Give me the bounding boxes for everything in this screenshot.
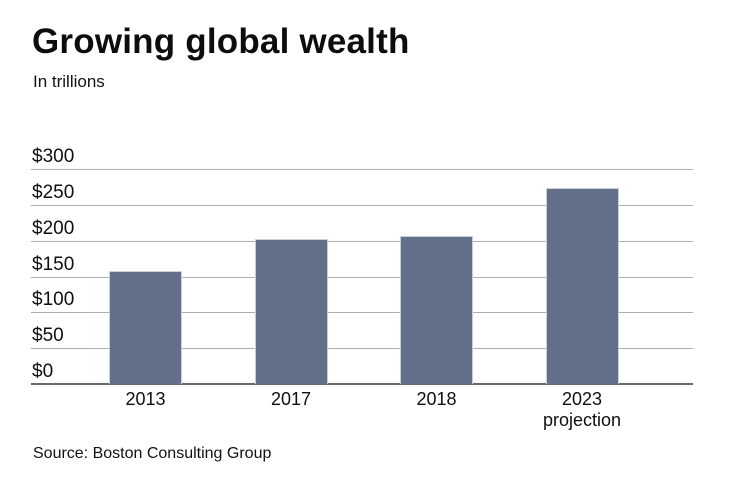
- x-axis-line: [31, 383, 693, 385]
- grid-line: [31, 276, 693, 278]
- bar-2013: [109, 270, 182, 384]
- grid-line: [31, 312, 693, 314]
- source-note: Source: Boston Consulting Group: [33, 445, 272, 462]
- x-tick-label: 2013: [76, 389, 216, 410]
- y-tick-label: $100: [32, 289, 75, 311]
- y-tick-label: $0: [32, 361, 54, 382]
- x-tick-label-line2: projection: [542, 410, 622, 430]
- x-tick-label-line1: 2023: [561, 389, 603, 409]
- bar-2017: [254, 239, 328, 384]
- grid-line: [31, 348, 693, 350]
- y-tick-label: $200: [32, 217, 75, 239]
- x-tick-label: 2017: [221, 389, 361, 410]
- x-tick-label-line1: 2017: [270, 389, 312, 409]
- y-tick-label: $50: [32, 325, 64, 347]
- x-tick-label: 2023 projection: [512, 389, 652, 431]
- y-tick-label: $250: [32, 181, 75, 203]
- y-tick-label: $300: [32, 146, 75, 167]
- chart-title: Growing global wealth: [32, 22, 410, 61]
- x-tick-label-line1: 2013: [125, 389, 166, 409]
- grid-line: [31, 240, 693, 242]
- x-tick-label-line1: 2018: [416, 389, 457, 409]
- chart-subtitle: In trillions: [33, 72, 105, 91]
- grid-line: [31, 169, 693, 170]
- bar-2023: [545, 188, 619, 384]
- bar-chart-plot-area: $0 $50 $100 $150 $200 $250 $300 2013 2017 2018 202…: [31, 145, 693, 432]
- x-tick-label: 2018: [367, 389, 507, 410]
- y-tick-label: $150: [32, 253, 75, 275]
- grid-line: [31, 204, 693, 206]
- bar-2018: [400, 236, 473, 384]
